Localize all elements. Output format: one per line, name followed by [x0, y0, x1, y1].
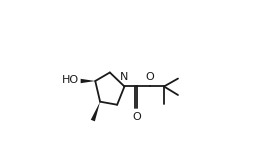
- Polygon shape: [91, 102, 100, 121]
- Text: O: O: [132, 112, 141, 122]
- Text: N: N: [120, 72, 128, 82]
- Text: O: O: [146, 72, 154, 82]
- Text: HO: HO: [62, 75, 79, 85]
- Polygon shape: [81, 79, 95, 83]
